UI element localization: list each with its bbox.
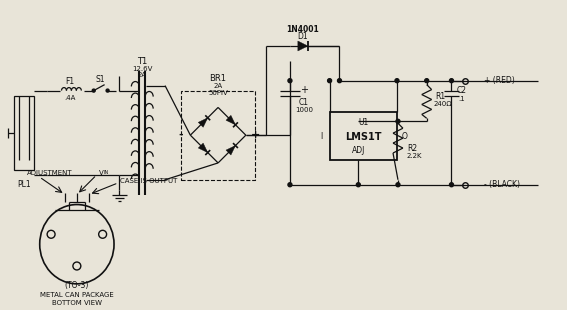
- Polygon shape: [298, 41, 308, 51]
- Text: 12.6V: 12.6V: [132, 66, 153, 72]
- Text: R1: R1: [435, 92, 446, 101]
- Text: I: I: [320, 132, 323, 141]
- Text: ADJ: ADJ: [352, 145, 365, 155]
- Text: 2A: 2A: [214, 83, 223, 89]
- Bar: [14, 95, 34, 170]
- Text: C1: C1: [299, 98, 309, 107]
- Polygon shape: [198, 143, 208, 153]
- Text: U1: U1: [358, 118, 369, 127]
- Circle shape: [356, 183, 360, 187]
- Text: IN: IN: [104, 170, 109, 175]
- Circle shape: [328, 79, 332, 83]
- Text: +: +: [251, 130, 260, 140]
- Polygon shape: [226, 146, 235, 155]
- Polygon shape: [226, 115, 235, 125]
- Text: T1: T1: [137, 57, 147, 66]
- Circle shape: [396, 183, 400, 187]
- Text: .1: .1: [458, 95, 465, 101]
- Text: C2: C2: [456, 86, 467, 95]
- Text: 50PIV: 50PIV: [208, 90, 228, 95]
- Text: 1N4001: 1N4001: [286, 24, 319, 34]
- Text: 240Ω: 240Ω: [433, 101, 452, 108]
- Text: BR1: BR1: [210, 74, 227, 83]
- Bar: [329, 113, 397, 160]
- Text: -: -: [178, 130, 183, 140]
- Text: F1: F1: [65, 77, 74, 86]
- Text: O: O: [402, 132, 408, 141]
- Circle shape: [450, 79, 454, 83]
- Circle shape: [395, 79, 399, 83]
- Text: (TO-3): (TO-3): [65, 281, 89, 290]
- Text: R2: R2: [407, 144, 417, 153]
- Text: S1: S1: [96, 75, 105, 84]
- Circle shape: [288, 183, 292, 187]
- Circle shape: [337, 79, 341, 83]
- Circle shape: [450, 183, 454, 187]
- Text: 1000: 1000: [295, 107, 313, 113]
- Text: ADJUSTMENT: ADJUSTMENT: [27, 170, 73, 176]
- Text: 2.2K: 2.2K: [406, 153, 422, 159]
- Circle shape: [106, 89, 109, 92]
- Text: BOTTOM VIEW: BOTTOM VIEW: [52, 300, 102, 306]
- Circle shape: [425, 79, 429, 83]
- Text: + (RED): + (RED): [484, 76, 515, 85]
- Text: +: +: [300, 85, 308, 95]
- Text: 2A: 2A: [138, 72, 147, 78]
- Bar: [181, 91, 255, 180]
- Text: PL1: PL1: [18, 180, 31, 189]
- Circle shape: [92, 89, 95, 92]
- Text: - (BLACK): - (BLACK): [484, 180, 520, 189]
- Circle shape: [396, 119, 400, 123]
- Text: .4A: .4A: [64, 95, 75, 100]
- Text: V: V: [99, 170, 103, 176]
- Text: METAL CAN PACKAGE: METAL CAN PACKAGE: [40, 292, 114, 298]
- Circle shape: [288, 79, 292, 83]
- Text: LMS1T: LMS1T: [345, 132, 382, 142]
- Polygon shape: [198, 118, 208, 127]
- Text: CASE IS OUTPUT: CASE IS OUTPUT: [120, 178, 178, 184]
- Text: D1: D1: [298, 32, 308, 41]
